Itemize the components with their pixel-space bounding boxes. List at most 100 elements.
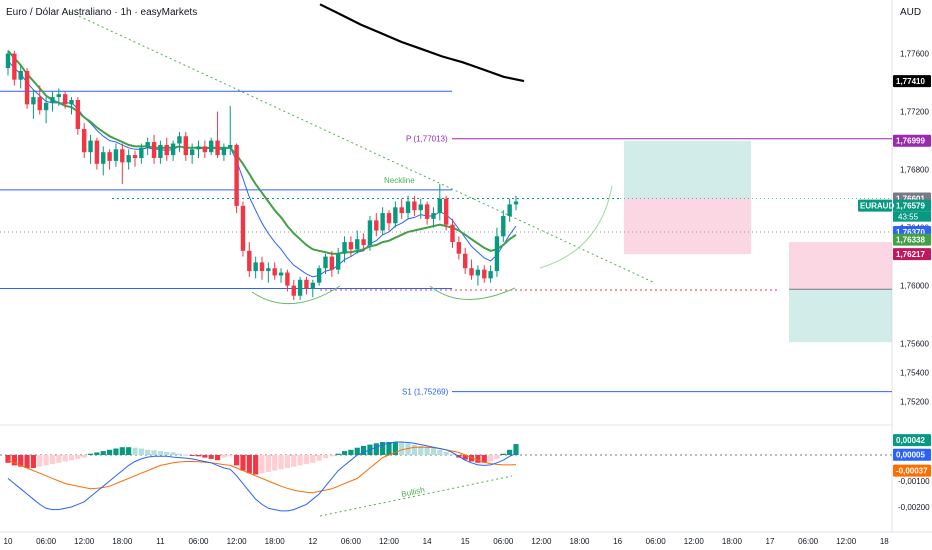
candle[interactable] (259, 262, 265, 272)
macd-histogram-bar[interactable] (265, 455, 271, 472)
macd-histogram-bar[interactable] (335, 453, 341, 455)
candle[interactable] (443, 198, 449, 225)
macd-histogram-bar[interactable] (68, 455, 75, 461)
long-moving-average[interactable] (319, 3, 525, 83)
macd-histogram-bar[interactable] (227, 455, 233, 457)
macd-histogram-bar[interactable] (373, 443, 379, 455)
macd-histogram-bar[interactable] (449, 453, 456, 455)
macd-histogram-bar[interactable] (297, 455, 303, 466)
macd-histogram-bar[interactable] (284, 455, 290, 468)
candle[interactable] (189, 149, 195, 156)
candle[interactable] (348, 242, 354, 250)
macd-histogram-bar[interactable] (30, 455, 36, 468)
candle[interactable] (323, 256, 328, 269)
macd-histogram-bar[interactable] (430, 448, 437, 456)
candle[interactable] (56, 94, 61, 98)
short-target-zone[interactable] (789, 289, 892, 343)
candle[interactable] (380, 213, 385, 231)
macd-histogram-bar[interactable] (100, 451, 106, 455)
macd-signal-line[interactable] (7, 446, 517, 494)
long-stop-zone[interactable] (623, 198, 751, 255)
macd-histogram-bar[interactable] (310, 455, 316, 463)
macd-histogram-bar[interactable] (43, 455, 49, 466)
macd-histogram-bar[interactable] (221, 455, 227, 458)
candle[interactable] (247, 250, 252, 272)
candle[interactable] (94, 140, 100, 164)
macd-histogram-bar[interactable] (151, 450, 157, 455)
macd-histogram-bar[interactable] (195, 455, 202, 457)
macd-histogram-bar[interactable] (481, 455, 487, 463)
candle[interactable] (266, 268, 271, 272)
ema-fast-line[interactable] (7, 60, 517, 278)
macd-histogram-bar[interactable] (259, 455, 265, 474)
macd-histogram-bar[interactable] (322, 455, 329, 459)
macd-histogram-bar[interactable] (37, 455, 43, 467)
macd-line[interactable] (7, 441, 517, 512)
candle[interactable] (101, 152, 106, 164)
candle[interactable] (158, 144, 163, 158)
candle[interactable] (234, 144, 239, 206)
macd-histogram-bar[interactable] (119, 447, 125, 455)
macd-histogram-bar[interactable] (145, 449, 151, 455)
candle[interactable] (75, 100, 81, 129)
candle[interactable] (50, 97, 55, 103)
macd-histogram-bar[interactable] (341, 451, 348, 455)
candle[interactable] (221, 147, 227, 156)
macd-histogram-bar[interactable] (132, 447, 138, 455)
candle[interactable] (297, 279, 303, 296)
macd-histogram-bar[interactable] (94, 452, 100, 455)
candle[interactable] (304, 279, 309, 289)
candle[interactable] (12, 53, 17, 80)
candle[interactable] (164, 144, 169, 156)
candle[interactable] (145, 142, 150, 148)
candle[interactable] (393, 207, 398, 224)
ema-slow-line[interactable] (7, 50, 517, 255)
macd-histogram-bar[interactable] (494, 455, 500, 459)
candle[interactable] (183, 136, 188, 156)
candle[interactable] (107, 152, 112, 161)
candle[interactable] (336, 253, 341, 270)
macd-histogram-bar[interactable] (138, 448, 144, 456)
macd-histogram-bar[interactable] (424, 447, 430, 455)
candle[interactable] (151, 142, 157, 158)
macd-histogram-bar[interactable] (278, 455, 284, 470)
candle[interactable] (228, 144, 233, 148)
macd-histogram-bar[interactable] (214, 455, 221, 461)
candle[interactable] (501, 216, 506, 237)
macd-histogram-bar[interactable] (202, 455, 208, 458)
macd-histogram-bar[interactable] (113, 448, 119, 456)
short-stop-zone[interactable] (789, 242, 892, 290)
macd-histogram-bar[interactable] (189, 455, 195, 456)
macd-histogram-bar[interactable] (11, 455, 17, 466)
candle[interactable] (272, 268, 277, 276)
macd-histogram-bar[interactable] (475, 455, 481, 463)
macd-histogram-bar[interactable] (411, 444, 417, 455)
macd-histogram-bar[interactable] (418, 445, 424, 455)
candle[interactable] (412, 201, 417, 211)
candle[interactable] (5, 53, 11, 69)
candle[interactable] (31, 97, 36, 105)
macd-histogram-bar[interactable] (316, 455, 322, 461)
macd-histogram-bar[interactable] (183, 454, 189, 456)
candle[interactable] (291, 285, 296, 296)
candle[interactable] (177, 136, 182, 144)
candle[interactable] (278, 272, 284, 276)
macd-histogram-bar[interactable] (291, 455, 297, 467)
candle[interactable] (342, 242, 347, 254)
macd-histogram-bar[interactable] (87, 453, 94, 455)
long-target-zone[interactable] (623, 140, 751, 199)
macd-histogram-bar[interactable] (329, 455, 335, 457)
macd-histogram-bar[interactable] (170, 452, 176, 455)
candle[interactable] (196, 146, 201, 150)
candle[interactable] (43, 102, 49, 111)
candle[interactable] (488, 271, 493, 279)
macd-histogram-bar[interactable] (246, 455, 252, 474)
macd-histogram-bar[interactable] (380, 442, 386, 455)
macd-histogram-bar[interactable] (164, 451, 170, 455)
candle[interactable] (202, 146, 208, 153)
macd-histogram-bar[interactable] (513, 444, 519, 455)
macd-histogram-bar[interactable] (468, 455, 475, 462)
candle[interactable] (310, 282, 315, 289)
macd-histogram-bar[interactable] (399, 442, 405, 455)
candle[interactable] (386, 213, 392, 224)
